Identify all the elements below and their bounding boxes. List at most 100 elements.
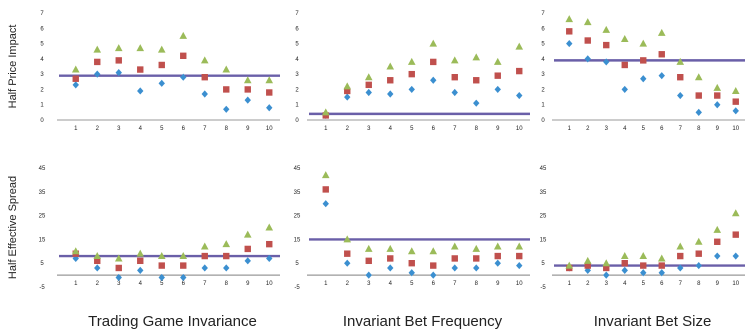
x-tick-label: 9	[716, 126, 720, 132]
square-point	[344, 87, 351, 95]
square-point	[473, 255, 480, 262]
square-point	[322, 112, 329, 119]
triangle-point	[222, 65, 231, 73]
x-tick-label: 1	[568, 281, 572, 287]
x-tick-label: 3	[367, 281, 371, 287]
square-point	[603, 41, 610, 49]
triangle-point	[493, 57, 502, 65]
x-tick-label: 4	[139, 281, 143, 287]
x-tick-label: 10	[732, 281, 739, 287]
diamond-point	[732, 252, 739, 260]
triangle-point	[343, 235, 352, 243]
x-tick-label: 3	[117, 126, 121, 132]
square-point	[365, 81, 372, 89]
square-point	[658, 262, 665, 269]
diamond-point	[584, 55, 591, 63]
x-tick-label: 1	[324, 281, 328, 287]
triangle-point	[694, 73, 703, 81]
y-tick-label: 35	[39, 190, 46, 196]
diamond-point	[158, 273, 165, 282]
square-point	[244, 86, 251, 93]
square-point	[566, 28, 573, 35]
triangle-point	[179, 252, 188, 260]
diamond-point	[94, 70, 101, 78]
triangle-point	[565, 15, 574, 23]
triangle-point	[93, 252, 102, 260]
y-tick-label: 4	[40, 57, 44, 63]
column-title: Invariant Bet Size	[594, 313, 712, 330]
triangle-point	[450, 56, 459, 64]
x-tick-label: 4	[139, 126, 143, 132]
triangle-point	[676, 242, 685, 250]
y-tick-label: 7	[295, 11, 299, 17]
x-tick-label: 7	[453, 281, 457, 287]
x-tick-label: 5	[410, 126, 414, 132]
square-point	[365, 257, 372, 265]
diamond-point	[344, 259, 351, 267]
y-tick-label: -5	[540, 285, 546, 291]
diamond-point	[266, 104, 273, 112]
triangle-point	[602, 25, 611, 33]
chart-panel-1: 0 1 2 3 4 5 6 7 1 2 3 4 5 6 7 8 9 10 Half Price Impact	[7, 11, 280, 132]
chart-panel-2: 0 1 2 3 4 5 6 7 1 2 3 4 5 6 7 8 9 10	[295, 11, 530, 132]
square-point	[158, 262, 165, 269]
x-tick-label: 7	[203, 281, 207, 287]
diamond-point	[137, 266, 144, 274]
diamond-point	[430, 271, 437, 279]
x-tick-label: 4	[623, 126, 627, 132]
square-point	[677, 74, 684, 81]
y-tick-label: 5	[40, 261, 44, 267]
square-point	[695, 92, 702, 99]
y-tick-label: 7	[541, 11, 545, 17]
triangle-point	[386, 62, 395, 70]
diamond-point	[714, 252, 721, 260]
square-point	[223, 86, 230, 93]
diamond-point	[408, 269, 415, 277]
square-point	[180, 52, 187, 59]
triangle-point	[114, 254, 123, 262]
diamond-point	[516, 91, 523, 100]
square-point	[94, 257, 101, 265]
diamond-point	[180, 273, 187, 282]
x-tick-label: 2	[96, 281, 100, 287]
x-tick-label: 10	[516, 126, 523, 132]
x-tick-label: 6	[660, 126, 664, 132]
x-tick-label: 4	[623, 281, 627, 287]
square-point	[640, 262, 647, 269]
triangle-point	[243, 230, 252, 238]
x-tick-label: 3	[605, 281, 609, 287]
x-tick-label: 6	[432, 126, 436, 132]
triangle-point	[657, 254, 666, 262]
x-tick-label: 7	[679, 281, 683, 287]
x-tick-label: 3	[367, 126, 371, 132]
x-tick-label: 7	[679, 126, 683, 132]
square-point	[494, 72, 501, 79]
diamond-point	[603, 271, 610, 279]
y-tick-label: 1	[295, 103, 299, 109]
triangle-point	[407, 247, 416, 255]
square-point	[451, 255, 458, 262]
triangle-point	[265, 223, 274, 231]
diamond-point	[640, 75, 647, 83]
square-point	[387, 77, 394, 84]
diamond-point	[94, 264, 101, 272]
diamond-point	[677, 91, 684, 100]
diamond-point	[201, 264, 208, 272]
square-point	[94, 58, 101, 66]
triangle-point	[515, 242, 524, 250]
diamond-point	[494, 259, 501, 267]
triangle-point	[71, 65, 80, 73]
diamond-point	[158, 79, 165, 87]
x-tick-label: 5	[160, 126, 164, 132]
diamond-point	[714, 101, 721, 109]
x-tick-label: 2	[586, 126, 590, 132]
diamond-point	[115, 69, 122, 77]
y-tick-label: 1	[40, 103, 44, 109]
triangle-point	[472, 244, 481, 252]
triangle-point	[265, 76, 274, 84]
square-point	[658, 51, 665, 58]
diamond-point	[244, 96, 251, 104]
x-tick-label: 1	[568, 126, 572, 132]
square-point	[430, 58, 437, 66]
